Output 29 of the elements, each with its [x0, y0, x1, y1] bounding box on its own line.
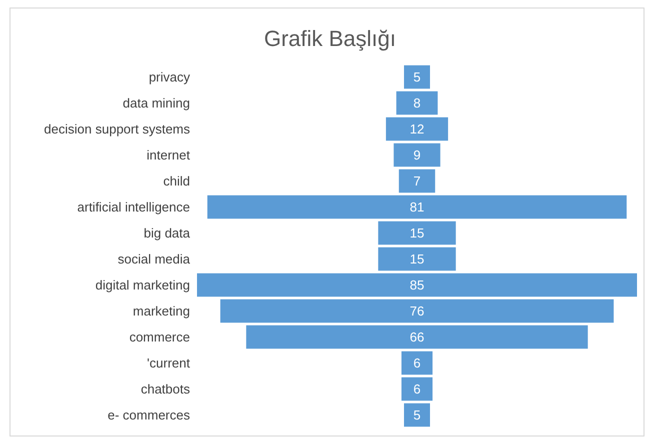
category-label: 'current [147, 356, 190, 371]
text: Grafik Başlığı [264, 26, 396, 51]
category-label: data mining [122, 96, 190, 111]
data-label: 8 [413, 96, 421, 111]
category-label: marketing [132, 304, 190, 319]
category-label: artificial intelligence [77, 200, 190, 215]
data-label: 81 [410, 200, 424, 215]
data-label: 66 [410, 330, 424, 345]
data-label: 12 [410, 122, 424, 137]
data-label: 6 [413, 356, 421, 371]
category-label: decision support systems [44, 122, 190, 137]
category-label: digital marketing [95, 278, 190, 293]
category-label: chatbots [140, 382, 190, 397]
category-label: e- commerces [108, 408, 190, 423]
category-label: internet [146, 148, 190, 163]
category-label: social media [118, 252, 191, 267]
data-label: 6 [413, 382, 421, 397]
data-label: 85 [410, 278, 424, 293]
data-label: 7 [413, 174, 421, 189]
category-label: big data [144, 226, 191, 241]
data-label: 15 [410, 226, 424, 241]
data-label: 5 [413, 408, 421, 423]
category-label: privacy [148, 70, 190, 85]
data-label: 5 [413, 70, 421, 85]
category-label: commerce [129, 330, 190, 345]
data-label: 9 [413, 148, 421, 163]
category-label: child [163, 174, 190, 189]
data-label: 15 [410, 252, 424, 267]
data-label: 76 [410, 304, 424, 319]
